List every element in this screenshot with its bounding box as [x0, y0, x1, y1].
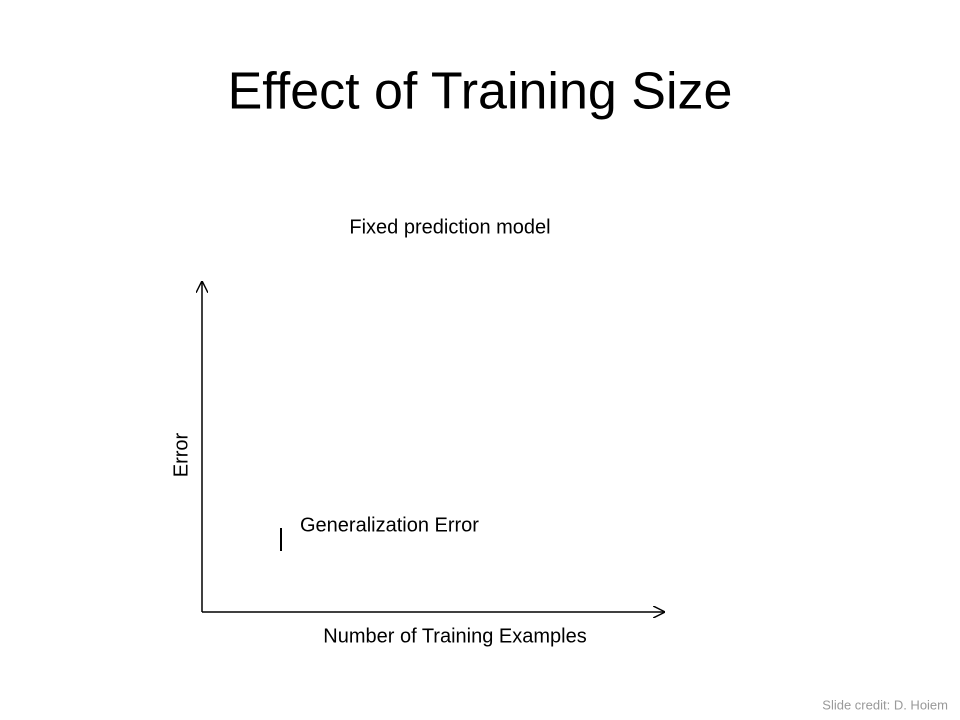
slide-title: Effect of Training Size	[228, 63, 733, 121]
curve-label: Generalization Error	[300, 514, 479, 536]
subtitle: Fixed prediction model	[349, 216, 550, 238]
x-axis-label: Number of Training Examples	[323, 625, 586, 647]
y-axis-label: Error	[170, 432, 192, 477]
credit: Slide credit: D. Hoiem	[822, 697, 948, 712]
